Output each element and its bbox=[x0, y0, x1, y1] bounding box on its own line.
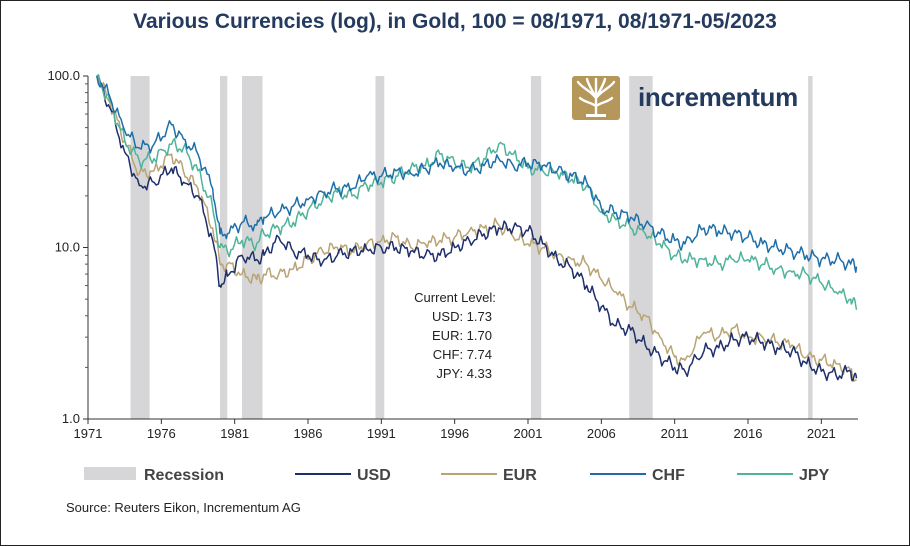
annotation-heading: Current Level: bbox=[414, 290, 496, 305]
tree-logo-icon bbox=[572, 76, 620, 120]
recession-band-6 bbox=[629, 76, 653, 419]
y-tick-label: 1.0 bbox=[62, 411, 80, 426]
legend-label-chf: CHF bbox=[652, 467, 685, 484]
recession-band-4 bbox=[375, 76, 385, 419]
series-line-chf bbox=[96, 75, 858, 273]
series-line-eur bbox=[96, 75, 857, 382]
x-tick-label: 1971 bbox=[74, 426, 103, 441]
recession-band-3 bbox=[242, 76, 263, 419]
recession-band-5 bbox=[530, 76, 542, 419]
legend-swatch-recession bbox=[84, 467, 136, 480]
annotation-line: EUR: 1.70 bbox=[432, 328, 492, 343]
x-tick-label: 2011 bbox=[661, 426, 689, 441]
x-tick-label: 2001 bbox=[514, 426, 543, 441]
y-tick-label: 100.0 bbox=[47, 68, 80, 83]
series-line-usd bbox=[96, 74, 858, 382]
annotation-line: USD: 1.73 bbox=[432, 309, 492, 324]
x-tick-label: 1986 bbox=[294, 426, 323, 441]
brand-name: incrementum bbox=[638, 82, 798, 112]
chart-series bbox=[96, 74, 858, 382]
x-tick-label: 2021 bbox=[807, 426, 836, 441]
x-tick-label: 1981 bbox=[220, 426, 249, 441]
annotation-line: JPY: 4.33 bbox=[436, 366, 492, 381]
chart-legend: Recession USD EUR CHF JPY bbox=[84, 467, 830, 484]
legend-label-recession: Recession bbox=[144, 467, 224, 484]
chart-axes: 1.0 10.0 100.0 1971 1976 1981 1986 1991 1996 2001… bbox=[47, 68, 858, 441]
x-tick-label: 1996 bbox=[440, 426, 469, 441]
brand-logo: incrementum bbox=[572, 76, 824, 120]
annotation-line: CHF: 7.74 bbox=[433, 347, 492, 362]
x-tick-label: 1991 bbox=[367, 426, 396, 441]
recession-band-7 bbox=[808, 76, 813, 419]
legend-label-usd: USD bbox=[357, 467, 391, 484]
x-tick-label: 2006 bbox=[587, 426, 616, 441]
x-tick-label: 1976 bbox=[147, 426, 176, 441]
current-level-annotation: Current Level: USD: 1.73 EUR: 1.70 CHF: 7.7… bbox=[414, 290, 496, 381]
legend-label-jpy: JPY bbox=[799, 467, 830, 484]
y-tick-label: 10.0 bbox=[55, 240, 80, 255]
source-note: Source: Reuters Eikon, Incrementum AG bbox=[66, 500, 301, 515]
series-line-jpy bbox=[96, 74, 858, 310]
legend-label-eur: EUR bbox=[503, 467, 537, 484]
chart-title: Various Currencies (log), in Gold, 100 =… bbox=[133, 10, 777, 33]
x-tick-label: 2016 bbox=[734, 426, 763, 441]
recession-band-1 bbox=[130, 76, 150, 419]
